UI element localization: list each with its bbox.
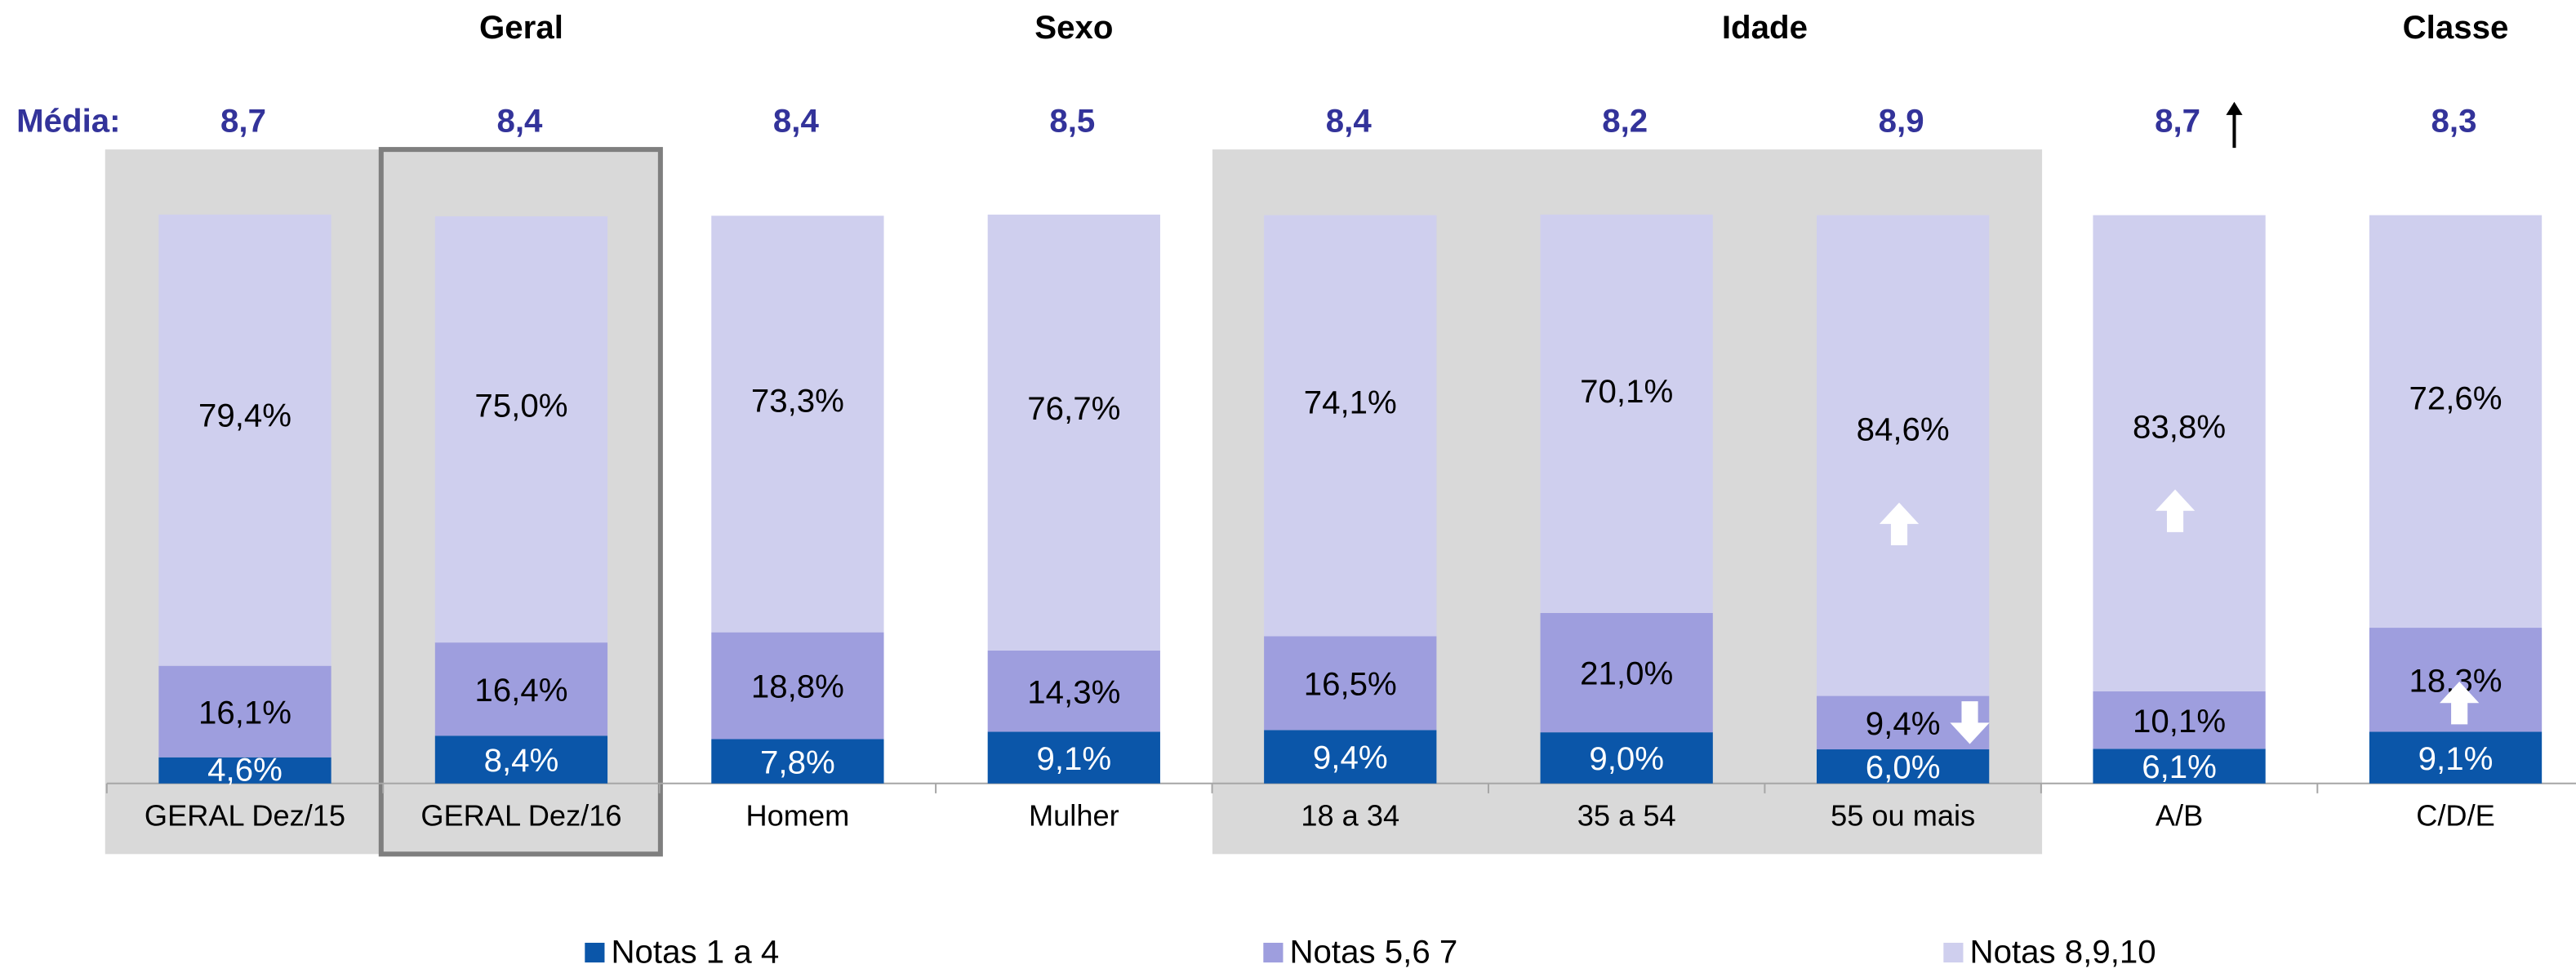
value-label: 16,4% <box>474 672 567 709</box>
x-tick-label: GERAL Dez/15 <box>145 799 345 833</box>
x-tick-label: A/B <box>2156 799 2203 833</box>
bar-segment <box>158 214 331 666</box>
group-title: Classe <box>2403 9 2509 46</box>
arrow-up <box>2226 101 2243 115</box>
legend-swatch <box>1263 942 1284 963</box>
value-label: 9,4% <box>1866 705 1941 742</box>
value-label: 74,1% <box>1304 384 1397 420</box>
value-label: 18,8% <box>751 669 844 705</box>
bar-segment <box>158 665 331 758</box>
bar-segment <box>2093 215 2266 692</box>
mean-value: 8,3 <box>2431 103 2477 140</box>
bar-segment <box>1816 749 1990 784</box>
bar-segment <box>1264 636 1437 731</box>
mean-label: Média: <box>16 103 120 140</box>
bar-segment <box>1540 214 1713 613</box>
x-tick-label: GERAL Dez/16 <box>420 799 621 833</box>
bar-segment <box>158 757 331 784</box>
x-tick-label: 18 a 34 <box>1301 799 1399 833</box>
bar-segment <box>987 214 1160 651</box>
mean-value: 8,4 <box>496 103 543 140</box>
mean-value: 8,5 <box>1049 103 1095 140</box>
value-label: 79,4% <box>198 397 291 433</box>
value-label: 72,6% <box>2409 380 2502 417</box>
group-title: Sexo <box>1034 9 1113 46</box>
group-title: Idade <box>1722 9 1808 46</box>
bar-segment <box>1540 612 1713 733</box>
bar-segment <box>434 735 608 784</box>
bar-segment <box>1540 732 1713 784</box>
value-label: 75,0% <box>474 388 567 424</box>
value-label: 84,6% <box>1857 411 1950 447</box>
x-tick-label: Homem <box>746 799 850 833</box>
legend-swatch <box>585 942 605 963</box>
value-label: 7,8% <box>760 744 835 780</box>
value-label: 70,1% <box>1580 373 1673 410</box>
bar-segment <box>987 731 1160 784</box>
legend-label: Notas 5,6 7 <box>1290 934 1458 971</box>
arrow-up <box>2439 682 2480 725</box>
bar-segment <box>1816 215 1990 696</box>
value-label: 9,4% <box>1313 740 1388 776</box>
bar-segment <box>711 632 884 740</box>
value-label: 21,0% <box>1580 655 1673 692</box>
arrow-up <box>1879 502 1920 546</box>
mean-value: 8,4 <box>773 103 820 140</box>
mean-value: 8,2 <box>1602 103 1648 140</box>
legend-label: Notas 8,9,10 <box>1970 934 2156 971</box>
bar-segment <box>2369 731 2543 784</box>
mean-value: 8,4 <box>1326 103 1373 140</box>
value-label: 8,4% <box>484 742 559 779</box>
bar-segment <box>1264 730 1437 784</box>
x-tick-label: 55 ou mais <box>1831 799 1975 833</box>
value-label: 14,3% <box>1027 673 1120 710</box>
value-label: 6,1% <box>2142 749 2217 785</box>
value-label: 9,0% <box>1589 740 1664 777</box>
bar-segment <box>1816 695 1990 750</box>
bar-segment <box>987 650 1160 732</box>
bar-segment <box>2093 691 2266 749</box>
bar-segment <box>434 642 608 736</box>
legend-swatch <box>1943 942 1964 963</box>
bar-segment <box>711 739 884 784</box>
group-title: Geral <box>479 9 563 46</box>
bar-segment <box>2369 215 2543 629</box>
mean-value: 8,7 <box>220 103 266 140</box>
x-tick-label: Mulher <box>1029 799 1119 833</box>
legend-label: Notas 1 a 4 <box>612 934 780 971</box>
value-label: 16,5% <box>1304 666 1397 703</box>
value-label: 10,1% <box>2133 703 2226 740</box>
bar-segment <box>1264 215 1437 637</box>
mean-value: 8,7 <box>2155 103 2200 140</box>
bar-segment <box>2093 749 2266 784</box>
bar-segment <box>711 215 884 633</box>
value-label: 73,3% <box>751 383 844 420</box>
value-label: 9,1% <box>2418 740 2494 777</box>
arrow-up <box>2155 489 2196 532</box>
bar-segment <box>434 215 608 643</box>
mean-value: 8,9 <box>1879 103 1924 140</box>
value-label: 6,0% <box>1866 749 1941 786</box>
value-label: 16,1% <box>198 694 291 731</box>
x-tick-label: C/D/E <box>2416 799 2495 833</box>
x-tick-label: 35 a 54 <box>1577 799 1676 833</box>
value-label: 83,8% <box>2133 409 2226 446</box>
value-label: 9,1% <box>1036 740 1111 777</box>
value-label: 4,6% <box>207 751 283 788</box>
value-label: 76,7% <box>1027 390 1120 427</box>
